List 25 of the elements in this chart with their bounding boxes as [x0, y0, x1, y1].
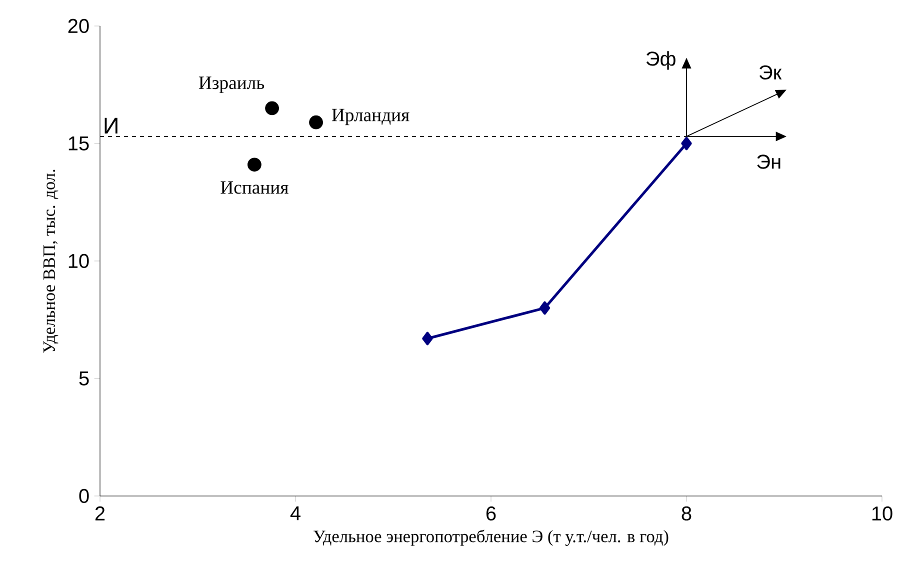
annotation: Эн	[757, 154, 780, 169]
point	[248, 158, 262, 172]
ref-line-label: И	[104, 118, 118, 134]
annotation: Эк	[759, 65, 782, 80]
point	[265, 101, 279, 116]
x-tick-label: 10	[872, 506, 892, 521]
y-tick-label: 15	[68, 136, 89, 150]
y-tick-label: 0	[79, 488, 89, 504]
point	[539, 301, 550, 315]
series-label: Ирландия	[332, 108, 410, 126]
y-tick-label: 20	[68, 18, 89, 34]
y-tick-label: 5	[79, 372, 89, 386]
point	[422, 332, 433, 346]
annotation: Эф	[646, 51, 676, 70]
x-tick-label: 4	[290, 506, 300, 520]
x-axis-title: Удельное энергопотребление Э (т у.т./чел. в год)	[314, 530, 668, 546]
series-label: Испания	[220, 181, 288, 194]
point	[309, 115, 323, 130]
y-axis-title: Удельное ВВП, тыс. дол.	[43, 170, 58, 353]
x-tick-label: 8	[682, 506, 692, 521]
series-label: Израиль	[198, 76, 264, 93]
point	[681, 136, 692, 150]
x-tick-label: 6	[486, 506, 496, 521]
y-tick-label: 10	[68, 254, 89, 268]
x-tick-label: 2	[95, 506, 105, 520]
